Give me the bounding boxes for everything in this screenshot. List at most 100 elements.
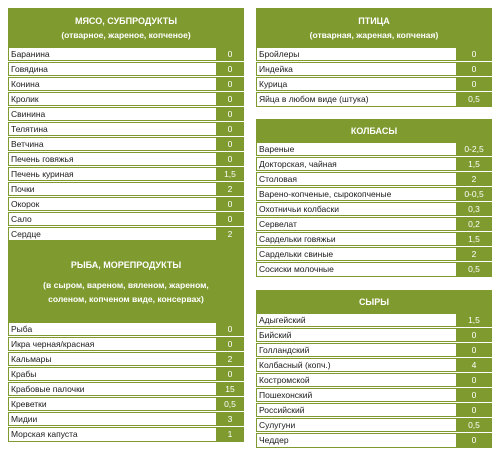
table-row: Говядина 0: [8, 62, 244, 77]
row-name: Говядина: [8, 62, 216, 76]
row-name: Колбасный (копч.): [256, 358, 456, 372]
row-name: Рыба: [8, 322, 216, 336]
row-value: 0,2: [456, 217, 492, 231]
row-value: 15: [216, 382, 244, 396]
row-name: Докторская, чайная: [256, 157, 456, 171]
row-value: 0: [456, 62, 492, 76]
meat-rows: Баранина 0 Говядина 0 Конина 0 Кролик 0 Свинина 0…: [8, 47, 244, 257]
row-value: 0: [216, 137, 244, 151]
table-row: Бийский 0: [256, 328, 492, 343]
row-name: Адыгейский: [256, 313, 456, 327]
row-value: 0: [216, 92, 244, 106]
table-row: Варено-копченые, сырокопченые 0-0,5: [256, 187, 492, 202]
row-value: 0,3: [456, 202, 492, 216]
row-value: 2: [456, 172, 492, 186]
row-value: 1,5: [456, 313, 492, 327]
row-value: 0: [456, 328, 492, 342]
table-row: Сосиски молочные 0,5: [256, 262, 492, 277]
row-name: Костромской: [256, 373, 456, 387]
table-row: Баранина 0: [8, 47, 244, 62]
cheese-table-header: СЫРЫ: [256, 290, 492, 313]
sausages-rows: Вареные 0-2,5 Докторская, чайная 1,5 Столова…: [256, 142, 492, 277]
row-name: Сулугуни: [256, 418, 456, 432]
row-name: Охотничьи колбаски: [256, 202, 456, 216]
row-value: 0: [216, 107, 244, 121]
meat-table: МЯСО, СУБПРОДУКТЫ (отварное, жареное, ко…: [8, 8, 244, 257]
row-name: Ветчина: [8, 137, 216, 151]
row-value: 4: [456, 358, 492, 372]
row-value: 0: [216, 62, 244, 76]
row-value: 0,5: [216, 397, 244, 411]
table-row: Российский 0: [256, 403, 492, 418]
row-name: Бийский: [256, 328, 456, 342]
sausages-table: КОЛБАСЫ Вареные 0-2,5 Докторская, чайная 1,…: [256, 119, 492, 277]
table-row: Конина 0: [8, 77, 244, 92]
row-value: 0: [456, 77, 492, 91]
row-name: Российский: [256, 403, 456, 417]
row-value: 0: [216, 367, 244, 381]
table-row: Колбасный (копч.) 4: [256, 358, 492, 373]
table-row: Креветки 0,5: [8, 397, 244, 412]
table-row: Адыгейский 1,5: [256, 313, 492, 328]
poultry-subtitle: (отварная, жареная, копченая): [309, 29, 439, 40]
table-row: Кальмары 2: [8, 352, 244, 367]
poultry-rows: Бройлеры 0 Индейка 0 Курица 0 Яйца в любом вид…: [256, 47, 492, 107]
row-name: Кролик: [8, 92, 216, 106]
row-value: 0: [216, 122, 244, 136]
row-name: Крабовые палочки: [8, 382, 216, 396]
row-name: Телятина: [8, 122, 216, 136]
table-row: Ветчина 0: [8, 137, 244, 152]
table-row: Индейка 0: [256, 62, 492, 77]
row-value: 2: [456, 247, 492, 261]
row-name: Варено-копченые, сырокопченые: [256, 187, 456, 201]
row-name: Пошехонский: [256, 388, 456, 402]
fish-subtitle-line-2: соленом, копченом виде, консервах): [48, 293, 204, 304]
row-value: 2: [216, 352, 244, 366]
row-value: 0: [216, 47, 244, 61]
row-name: Бройлеры: [256, 47, 456, 61]
row-name: Чеддер: [256, 433, 456, 448]
row-name: Курица: [256, 77, 456, 91]
table-row: Костромской 0: [256, 373, 492, 388]
cheese-table: СЫРЫ Адыгейский 1,5 Бийский 0 Голландский 0 Ко…: [256, 290, 492, 448]
table-row: Окорок 0: [8, 197, 244, 212]
row-value: 0: [456, 433, 492, 448]
row-name: Сардельки свиные: [256, 247, 456, 261]
fish-rows: Рыба 0 Икра черная/красная 0 Кальмары 2 Крабы 0…: [8, 322, 244, 442]
table-row: Сердце 2: [8, 227, 244, 242]
row-name: Конина: [8, 77, 216, 91]
row-value: 2: [216, 182, 244, 196]
row-name: Печень куриная: [8, 167, 216, 181]
row-value: 0-2,5: [456, 142, 492, 156]
row-name: Креветки: [8, 397, 216, 411]
row-value: 0: [456, 47, 492, 61]
row-name: Голландский: [256, 343, 456, 357]
row-value: 1,5: [456, 157, 492, 171]
table-row: Голландский 0: [256, 343, 492, 358]
row-value: 0: [456, 343, 492, 357]
row-value: 0: [216, 152, 244, 166]
table-row: Икра черная/красная 0: [8, 337, 244, 352]
row-value: 1,5: [216, 167, 244, 181]
meat-table-header: МЯСО, СУБПРОДУКТЫ (отварное, жареное, ко…: [8, 8, 244, 47]
cheese-title: СЫРЫ: [358, 296, 390, 307]
row-name: Окорок: [8, 197, 216, 211]
row-value: 0: [216, 322, 244, 336]
table-row: Свинина 0: [8, 107, 244, 122]
row-name: Сало: [8, 212, 216, 226]
row-name: Столовая: [256, 172, 456, 186]
table-row: Мидии 3: [8, 412, 244, 427]
table-row: Пошехонский 0: [256, 388, 492, 403]
row-name: Баранина: [8, 47, 216, 61]
row-name: Кальмары: [8, 352, 216, 366]
table-row: Сардельки говяжьи 1,5: [256, 232, 492, 247]
table-row: Печень говяжья 0: [8, 152, 244, 167]
row-name: Сосиски молочные: [256, 262, 456, 277]
table-row: Бройлеры 0: [256, 47, 492, 62]
row-value: 0: [216, 197, 244, 211]
table-row: Рыба 0: [8, 322, 244, 337]
row-name: Печень говяжья: [8, 152, 216, 166]
row-value: 0: [456, 403, 492, 417]
row-value: 0,5: [456, 92, 492, 107]
table-row: Кролик 0: [8, 92, 244, 107]
